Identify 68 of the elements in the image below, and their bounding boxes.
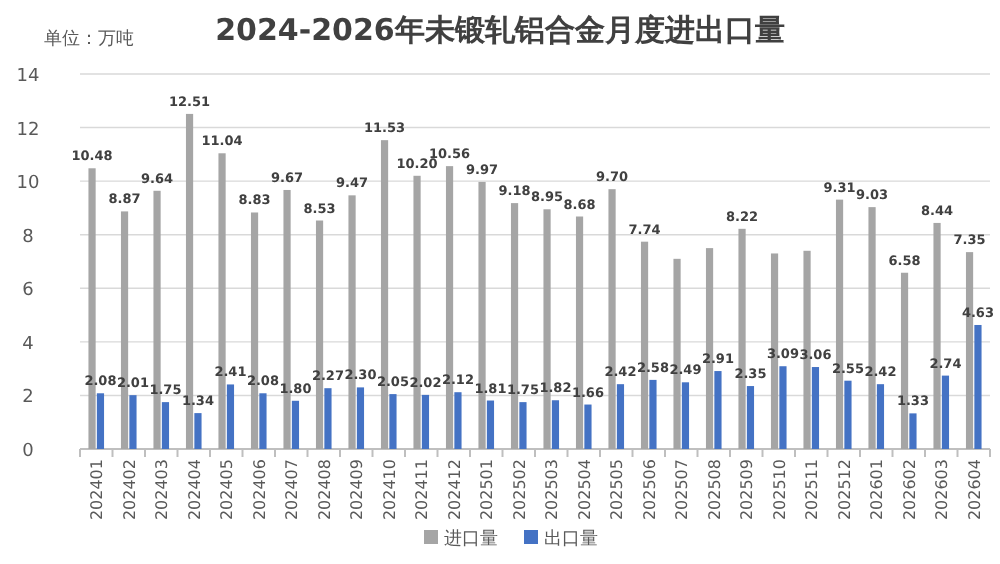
- bar: [454, 392, 462, 449]
- x-tick-label: 202511: [803, 459, 822, 521]
- bar: [291, 400, 300, 449]
- y-axis-title: 单位：万吨: [44, 28, 134, 50]
- bar: [96, 393, 105, 449]
- y-tick-label: 10: [16, 174, 40, 195]
- bar: [194, 413, 202, 449]
- x-tick-label: 202504: [575, 459, 594, 521]
- bar: [129, 395, 137, 449]
- x-tick-label: 202408: [315, 459, 334, 521]
- bar: [681, 382, 690, 449]
- bar: [226, 384, 235, 449]
- legend-label: 进口量: [444, 528, 498, 550]
- bar: [519, 402, 527, 449]
- x-tick-label: 202404: [185, 459, 204, 521]
- bar: [811, 367, 820, 449]
- y-tick-label: 2: [22, 388, 34, 409]
- x-tick-label: 202510: [770, 459, 789, 521]
- bar: [324, 388, 332, 449]
- x-tick-label: 202507: [673, 459, 692, 521]
- y-tick-label: 4: [22, 334, 35, 355]
- bar: [779, 366, 787, 449]
- x-tick-label: 202402: [120, 459, 139, 521]
- y-tick-label: 8: [22, 227, 35, 248]
- x-tick-label: 202409: [348, 459, 367, 521]
- x-tick-label: 202403: [153, 459, 172, 521]
- y-tick-label: 0: [22, 442, 35, 462]
- bar: [356, 387, 365, 449]
- x-tick-label: 202412: [445, 459, 464, 521]
- bar: [844, 380, 852, 449]
- x-tick-label: 202604: [965, 459, 984, 521]
- bar: [584, 404, 592, 449]
- bar: [714, 371, 722, 449]
- x-tick-label: 202405: [218, 459, 237, 521]
- x-tick-label: 202501: [478, 459, 497, 521]
- bar: [941, 375, 950, 449]
- x-tick-label: 202506: [640, 459, 659, 521]
- x-tick-label: 202411: [413, 459, 432, 521]
- bar: [389, 394, 397, 449]
- bar: [876, 384, 885, 449]
- chart-title: 2024-2026年未锻轧铝合金月度进出口量: [215, 12, 785, 48]
- x-tick-label: 202503: [543, 459, 562, 521]
- x-tick-label: 202502: [510, 459, 529, 521]
- y-tick-label: 12: [16, 120, 40, 141]
- y-tick-label: 14: [16, 67, 40, 87]
- bar: [746, 386, 755, 449]
- x-tick-label: 202601: [868, 459, 887, 521]
- bar: [486, 400, 495, 449]
- y-tick-label: 6: [22, 281, 35, 302]
- bar: [551, 400, 560, 449]
- x-tick-label: 202410: [380, 459, 399, 521]
- bar: [259, 393, 267, 449]
- x-tick-label: 202602: [900, 459, 919, 521]
- bar: [649, 379, 657, 449]
- bar: [421, 394, 430, 449]
- x-tick-label: 202603: [933, 459, 952, 521]
- x-tick-label: 202512: [835, 459, 854, 521]
- x-tick-label: 202406: [250, 459, 269, 521]
- x-tick-label: 202508: [705, 459, 724, 521]
- legend-label: 出口量: [544, 528, 598, 550]
- x-tick-label: 202505: [608, 459, 627, 521]
- x-tick-label: 202509: [738, 459, 757, 521]
- x-tick-label: 202407: [283, 459, 302, 521]
- bar: [974, 324, 982, 449]
- bar: [616, 384, 625, 449]
- bar: [161, 402, 170, 449]
- x-tick-label: 202401: [88, 459, 107, 521]
- bar: [909, 413, 917, 449]
